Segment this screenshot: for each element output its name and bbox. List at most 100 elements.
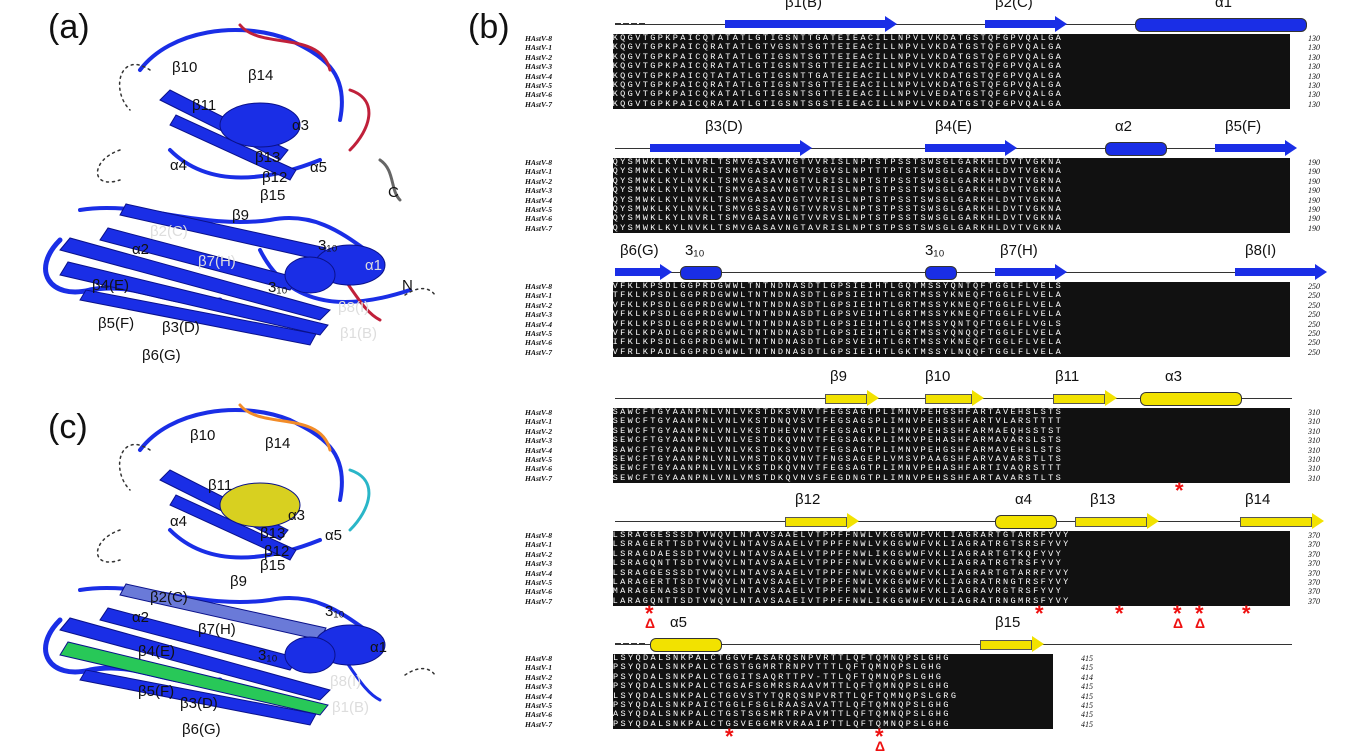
label-a-b2c: β2(C) <box>150 223 188 240</box>
panel-c-label: (c) <box>48 408 88 446</box>
ss-label: β11 <box>1055 368 1080 385</box>
sequence-end-number: 130 <box>1308 34 1320 43</box>
sequence-end-number: 130 <box>1308 71 1320 81</box>
label-c-a2: α2 <box>132 609 149 626</box>
alignment-row: HAstV-8 SAWCFTGYAANPNLVNLVKSTDKSVNVTFEGSA… <box>525 408 1320 418</box>
star-marker: * <box>725 724 734 750</box>
ss-disordered <box>615 23 645 25</box>
alignment-block: β9 β10 β11 α3 HAstV-8 SAWCFTGYAANPNLVNLVKSTDK… <box>525 368 1320 502</box>
sequence-end-number: 414 <box>1081 672 1093 682</box>
label-c-310-1: 3₁₀ <box>325 603 345 620</box>
sequence-end-number: 130 <box>1308 99 1320 109</box>
sequence-end-number: 415 <box>1081 682 1093 692</box>
sequence-end-number: 310 <box>1308 426 1320 436</box>
sequence-name: HAstV-5 <box>525 204 553 214</box>
alignment-row: HAstV-3 QYSMWKLKYLNVKLTSMVGASAVNGTVVRISLN… <box>525 186 1320 196</box>
sequence-name: HAstV-7 <box>525 347 553 357</box>
sequence-end-number: 190 <box>1308 176 1320 186</box>
structure-a-labels: β10 β14 β11 α3 α4 β13 α5 β12 β15 β9 C β2… <box>20 10 460 380</box>
strand-arrow <box>825 390 879 406</box>
label-c-b6g: β6(G) <box>182 721 221 738</box>
ss-label: 3₁₀ <box>685 242 705 259</box>
alignment-row: HAstV-6 MARAGENASSDTVWQVLNTAVSAAELVTPPFFN… <box>525 587 1320 597</box>
alignment-row: HAstV-7 PSYQDALSNKPALCTGSVEGGMRVRAAIPTTLQ… <box>525 719 1320 730</box>
sequence-name: HAstV-6 <box>525 464 553 474</box>
alignment-row: HAstV-7 KQGVTGPKPAICQRATATLGTIGSNTSGSTEIE… <box>525 99 1320 110</box>
conservation-marks: * * Δ <box>525 724 1320 754</box>
sequence-residues: VFKLKPSDLGGPRDGWWLTNTNDNASDTLGPSIEIHTLGQ… <box>612 282 1291 292</box>
helix-cylinder <box>925 266 957 280</box>
alignment-row: HAstV-7 LARAGQNTTSDTVWQVLNTAVSAAEIVTPPFFN… <box>525 596 1320 607</box>
helix-cylinder <box>995 515 1057 529</box>
label-c-310-2: 3₁₀ <box>258 647 278 664</box>
sequence-name: HAstV-1 <box>525 540 553 550</box>
alignment-row: HAstV-2 LSRAGDAESSDTVWQVLNTAVSAAELVTPPFFN… <box>525 549 1320 560</box>
label-a-b15: β15 <box>260 187 285 204</box>
sequence-residues: KQGVTGPKPAICQTATATLGTIGSNTTGATEIEACILLNP… <box>612 34 1291 44</box>
ss-label: β7(H) <box>1000 242 1038 259</box>
sequence-residues: SEWCFTGYAANPNLVNLVKSTDNQVSVTFEGSAGSPLIMN… <box>612 417 1291 427</box>
label-a-b7h: β7(H) <box>198 253 236 270</box>
alignment-row: HAstV-3 VFKLKPSDLGGPRDGWWLTNTNDNASDTLGPSV… <box>525 310 1320 320</box>
sequence-residues: ASYQDALSNKPALCTGSTSGSMRTRPAVMTTLQFTQMNQP… <box>613 710 1053 720</box>
sequence-end-number: 190 <box>1308 158 1320 167</box>
conservation-marks: * Δ * * * Δ * Δ * <box>525 601 1320 631</box>
sequence-residues: PSYQDALSNKPALCTGSTGGMRTRNPVTTTLQFTQMNQPS… <box>613 663 1053 673</box>
alignment-row: HAstV-2 SEWCFTGYAANPNLVNLVKSTDHEVNVTFEGSA… <box>525 426 1320 437</box>
strand-arrow <box>725 16 897 32</box>
sequence-name: HAstV-3 <box>525 310 553 320</box>
sequence-name: HAstV-1 <box>525 663 553 673</box>
sequence-end-number: 370 <box>1308 549 1320 559</box>
alignment-row: HAstV-4 LSRAGGESSSDTVWQVLNTAVSAAELVTPPFFN… <box>525 568 1320 578</box>
strand-arrow <box>615 264 672 280</box>
sequence-residues: VFKLKPSDLGGPRDGWWLTNTNDNASDTLGPSIEIHTLGR… <box>612 300 1291 311</box>
sequence-residues: LSYQDALSNKPALCTGGVSTYTQRQSNPVRTTLQFTQMNQ… <box>613 691 1053 701</box>
sequence-name: HAstV-7 <box>525 596 553 606</box>
delta-marker: Δ <box>1173 615 1184 632</box>
sequence-end-number: 190 <box>1308 186 1320 196</box>
alignment-row: HAstV-1 PSYQDALSNKPALCTGSTGGMRTRNPVTTTLQF… <box>525 663 1320 673</box>
alignment-row: HAstV-6 QYSMWKLKYLNVRLTSMVGASAVNGTVVRVSLN… <box>525 214 1320 224</box>
label-a-a5: α5 <box>310 159 327 176</box>
sequence-end-number: 250 <box>1308 300 1320 310</box>
sequence-residues: QYSMWKLKYLNVKLTSMVGASAVNGTAVRISLNPTSTPSS… <box>612 223 1291 234</box>
delta-marker: Δ <box>875 738 886 755</box>
helix-cylinder <box>1135 18 1307 32</box>
helix-cylinder <box>680 266 722 280</box>
sequence-end-number: 370 <box>1308 587 1320 597</box>
ss-label: β9 <box>830 368 847 385</box>
sequence-end-number: 370 <box>1308 577 1320 587</box>
sequence-name: HAstV-5 <box>525 328 553 338</box>
sequence-name: HAstV-8 <box>525 158 553 167</box>
panel-a-label: (a) <box>48 8 90 46</box>
sequence-name: HAstV-7 <box>525 223 553 233</box>
alignment-row: HAstV-8 KQGVTGPKPAICQTATATLGTIGSNTTGATEIE… <box>525 34 1320 44</box>
sequence-end-number: 130 <box>1308 62 1320 72</box>
star-marker: * <box>645 601 654 627</box>
label-a-b14: β14 <box>248 67 273 84</box>
sequence-name: HAstV-6 <box>525 587 553 597</box>
sequence-name: HAstV-7 <box>525 719 553 729</box>
alignment-block: β12 α4 β13 β14 HAstV-8 LSRAGGESSSDTVWQVLNTAVS… <box>525 491 1324 631</box>
sequence-residues: PSYQDALSNKPALCTGSVEGGMRVRAAIPTTLQFTQMNQP… <box>613 719 1053 730</box>
sequence-name: HAstV-2 <box>525 300 553 310</box>
sequence-end-number: 190 <box>1308 223 1320 233</box>
sequence-name: HAstV-5 <box>525 700 553 710</box>
ss-label: β1(B) <box>785 0 822 11</box>
star-marker: * <box>875 724 884 750</box>
label-c-b13: β13 <box>260 525 285 542</box>
strand-arrow <box>785 513 859 529</box>
label-a-b4e: β4(E) <box>92 277 129 294</box>
alignment-row: HAstV-8 QYSMWKLKYLNVRLTSMVGASAVNGTVVRISLN… <box>525 158 1320 168</box>
sequence-name: HAstV-1 <box>525 417 553 427</box>
label-a-c: C <box>388 184 399 201</box>
sequence-name: HAstV-8 <box>525 408 553 417</box>
sequence-residues: MARAGENASSDTVWQVLNTAVSAAELVTPPFFNWLVKGGW… <box>612 587 1291 597</box>
label-a-n: N <box>402 277 413 294</box>
alignment-row: HAstV-5 KQGVTGPKPAICQRATATLGTIGSNTSGTTEIE… <box>525 80 1320 91</box>
sequence-residues: IFKLKPSDLGGPRDGWWLTNTNDNASDTLGPSVEIHTLGR… <box>612 338 1291 348</box>
sequence-name: HAstV-1 <box>525 43 553 53</box>
alignment-row: HAstV-8 VFKLKPSDLGGPRDGWWLTNTNDNASDTLGPSI… <box>525 282 1320 292</box>
sequence-residues: PSYQDALSNKPALCTGSAFSGMRSRAAVMTTLQFTQMNQP… <box>613 682 1053 692</box>
sequence-residues: SEWCFTGYAANPNLVNLVKSTDHEVNVTFEGSAGTPLIMN… <box>612 426 1291 437</box>
